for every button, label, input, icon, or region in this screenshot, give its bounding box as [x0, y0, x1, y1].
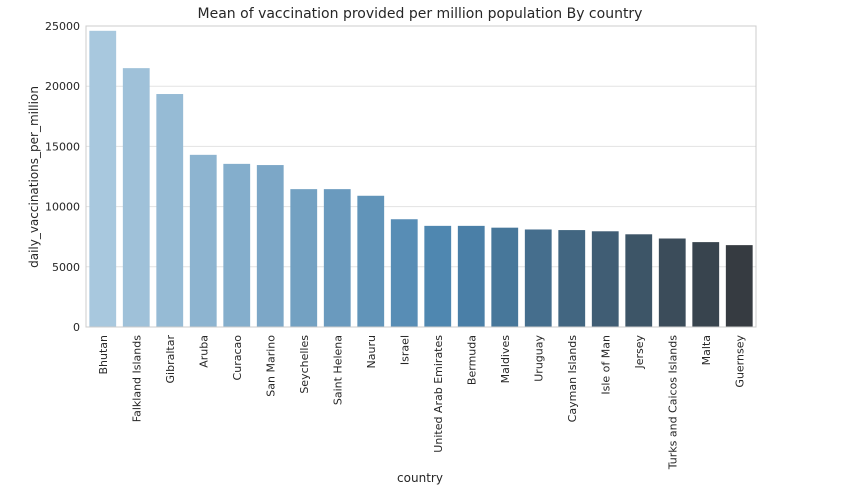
y-axis-label: daily_vaccinations_per_million	[27, 86, 41, 268]
bar-bhutan	[89, 30, 117, 327]
y-tick-label: 0	[73, 321, 80, 334]
x-tick-label: Saint Helena	[331, 335, 344, 405]
bar-malta	[692, 242, 720, 327]
x-tick-label: Uruguay	[532, 335, 545, 382]
bar-isle-of-man	[591, 231, 619, 327]
bar-turks-and-caicos-islands	[658, 238, 686, 327]
chart-title: Mean of vaccination provided per million…	[198, 6, 643, 22]
bar-maldives	[491, 227, 519, 327]
x-tick-label: Cayman Islands	[566, 335, 579, 423]
bar-guernsey	[725, 245, 753, 327]
x-tick-label: Jersey	[633, 335, 646, 370]
x-tick-label: United Arab Emirates	[432, 335, 445, 453]
x-tick-label: Bhutan	[97, 335, 110, 375]
bars	[89, 30, 753, 327]
bar-jersey	[625, 234, 653, 327]
plot-frame	[85, 25, 757, 328]
bar-nauru	[357, 195, 385, 327]
x-tick-label: Bermuda	[465, 335, 478, 385]
y-tick-label: 10000	[45, 201, 80, 214]
bar-san-marino	[256, 165, 284, 327]
x-tick-label: Seychelles	[298, 335, 311, 394]
x-tick-label: Turks and Caicos Islands	[666, 335, 679, 471]
bar-curacao	[223, 163, 251, 327]
bar-saint-helena	[323, 189, 351, 327]
x-tick-label: Israel	[398, 335, 411, 365]
x-tick-label: Falkland Islands	[130, 335, 143, 422]
x-tick-label: San Marino	[264, 335, 277, 397]
x-tick-labels: Bhutan Falkland Islands Gibraltar Aruba Cura…	[97, 335, 747, 471]
x-tick-label: Nauru	[365, 335, 378, 368]
bar-israel	[390, 219, 418, 327]
x-tick-label: Curacao	[231, 335, 244, 381]
y-tick-label: 15000	[45, 140, 80, 153]
x-tick-label: Aruba	[197, 335, 210, 368]
y-tick-label: 25000	[45, 20, 80, 33]
x-tick-label: Gibraltar	[164, 335, 177, 384]
bar-cayman-islands	[558, 230, 586, 327]
x-axis-label: country	[397, 471, 443, 485]
gridlines	[86, 25, 756, 328]
x-tick-label: Malta	[700, 335, 713, 365]
axes	[85, 25, 757, 328]
x-tick-label: Isle of Man	[599, 335, 612, 395]
bar-seychelles	[290, 189, 318, 327]
bar-gibraltar	[156, 94, 184, 327]
bar-united-arab-emirates	[424, 225, 452, 327]
x-tick-label: Maldives	[499, 335, 512, 384]
y-tick-labels: 0 5000 10000 15000 20000 25000	[45, 20, 80, 334]
x-tick-label: Guernsey	[733, 335, 746, 388]
bar-bermuda	[457, 225, 485, 327]
bar-uruguay	[524, 229, 552, 327]
bar-falkland-islands	[122, 68, 150, 327]
y-tick-label: 5000	[52, 261, 80, 274]
y-tick-label: 20000	[45, 80, 80, 93]
bar-aruba	[189, 154, 217, 327]
